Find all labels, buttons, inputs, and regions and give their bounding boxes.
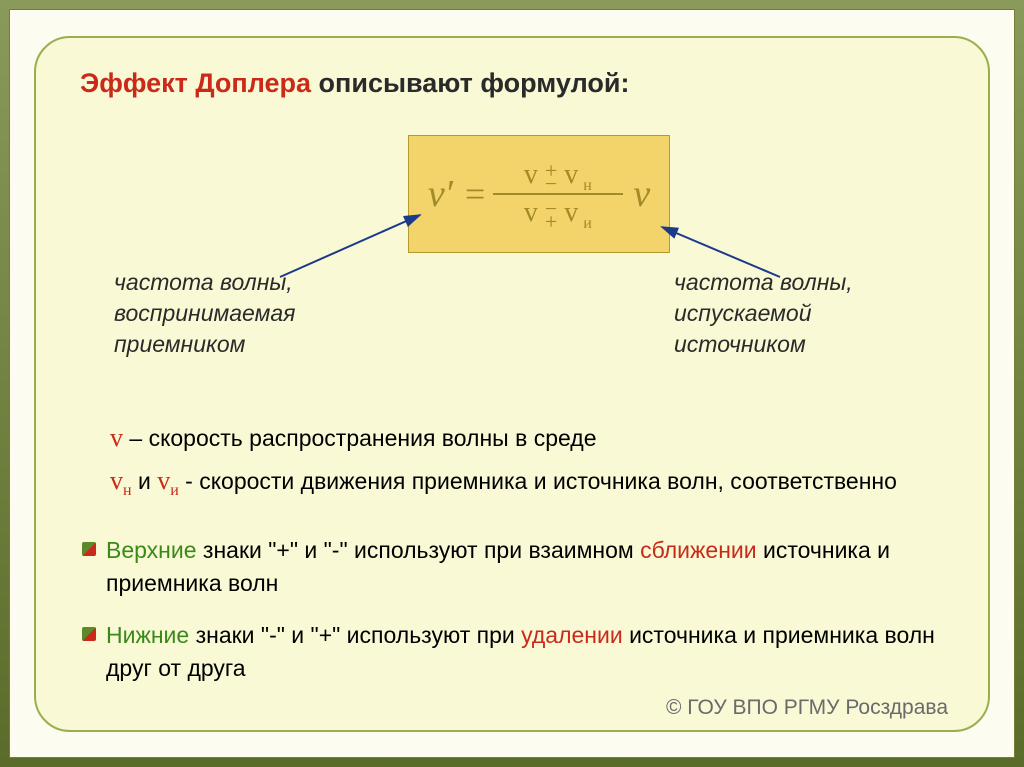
def-v: v – скорость распространения волны в сре… (110, 417, 944, 459)
title-highlight: Эффект Доплера (80, 68, 311, 98)
label-source-freq: частота волны, испускаемой источником (674, 267, 914, 360)
rule-recede-text: Нижние знаки "-" и "+" используют при уд… (106, 619, 944, 686)
denominator: v − + vи (516, 195, 601, 231)
mp-bot: − + (545, 202, 558, 228)
symbol-definitions: v – скорость распространения волны в сре… (80, 417, 944, 504)
equals-sign: = (465, 173, 485, 215)
pm-top: + − (545, 164, 558, 190)
nu-prime: ν′ (428, 172, 455, 216)
rule-approach: Верхние знаки "+" и "-" используют при в… (82, 534, 944, 601)
content-card: Эффект Доплера описывают формулой: ν′ = … (34, 36, 990, 732)
def-vn-vi: vн и vи - скорости движения приемника и … (110, 460, 944, 504)
label-receiver-freq: частота волны, воспринимаемая приемником (114, 267, 404, 360)
rule-approach-text: Верхние знаки "+" и "-" используют при в… (106, 534, 944, 601)
slide-frame: Эффект Доплера описывают формулой: ν′ = … (9, 9, 1015, 758)
fraction: v + − vн v − + (493, 157, 623, 231)
formula-region: ν′ = v + − vн v (80, 127, 944, 327)
nu-source: ν (633, 172, 650, 216)
sign-rules: Верхние знаки "+" и "-" используют при в… (80, 534, 944, 685)
title-rest: описывают формулой: (311, 68, 629, 98)
rule-recede: Нижние знаки "-" и "+" используют при уд… (82, 619, 944, 686)
doppler-formula: ν′ = v + − vн v (428, 157, 650, 231)
numerator: v + − vн (516, 157, 601, 193)
bullet-icon (82, 627, 96, 641)
bullet-icon (82, 542, 96, 556)
formula-box: ν′ = v + − vн v (408, 135, 670, 253)
copyright-footer: © ГОУ ВПО РГМУ Росздрава (666, 696, 948, 720)
slide-title: Эффект Доплера описывают формулой: (80, 68, 944, 99)
